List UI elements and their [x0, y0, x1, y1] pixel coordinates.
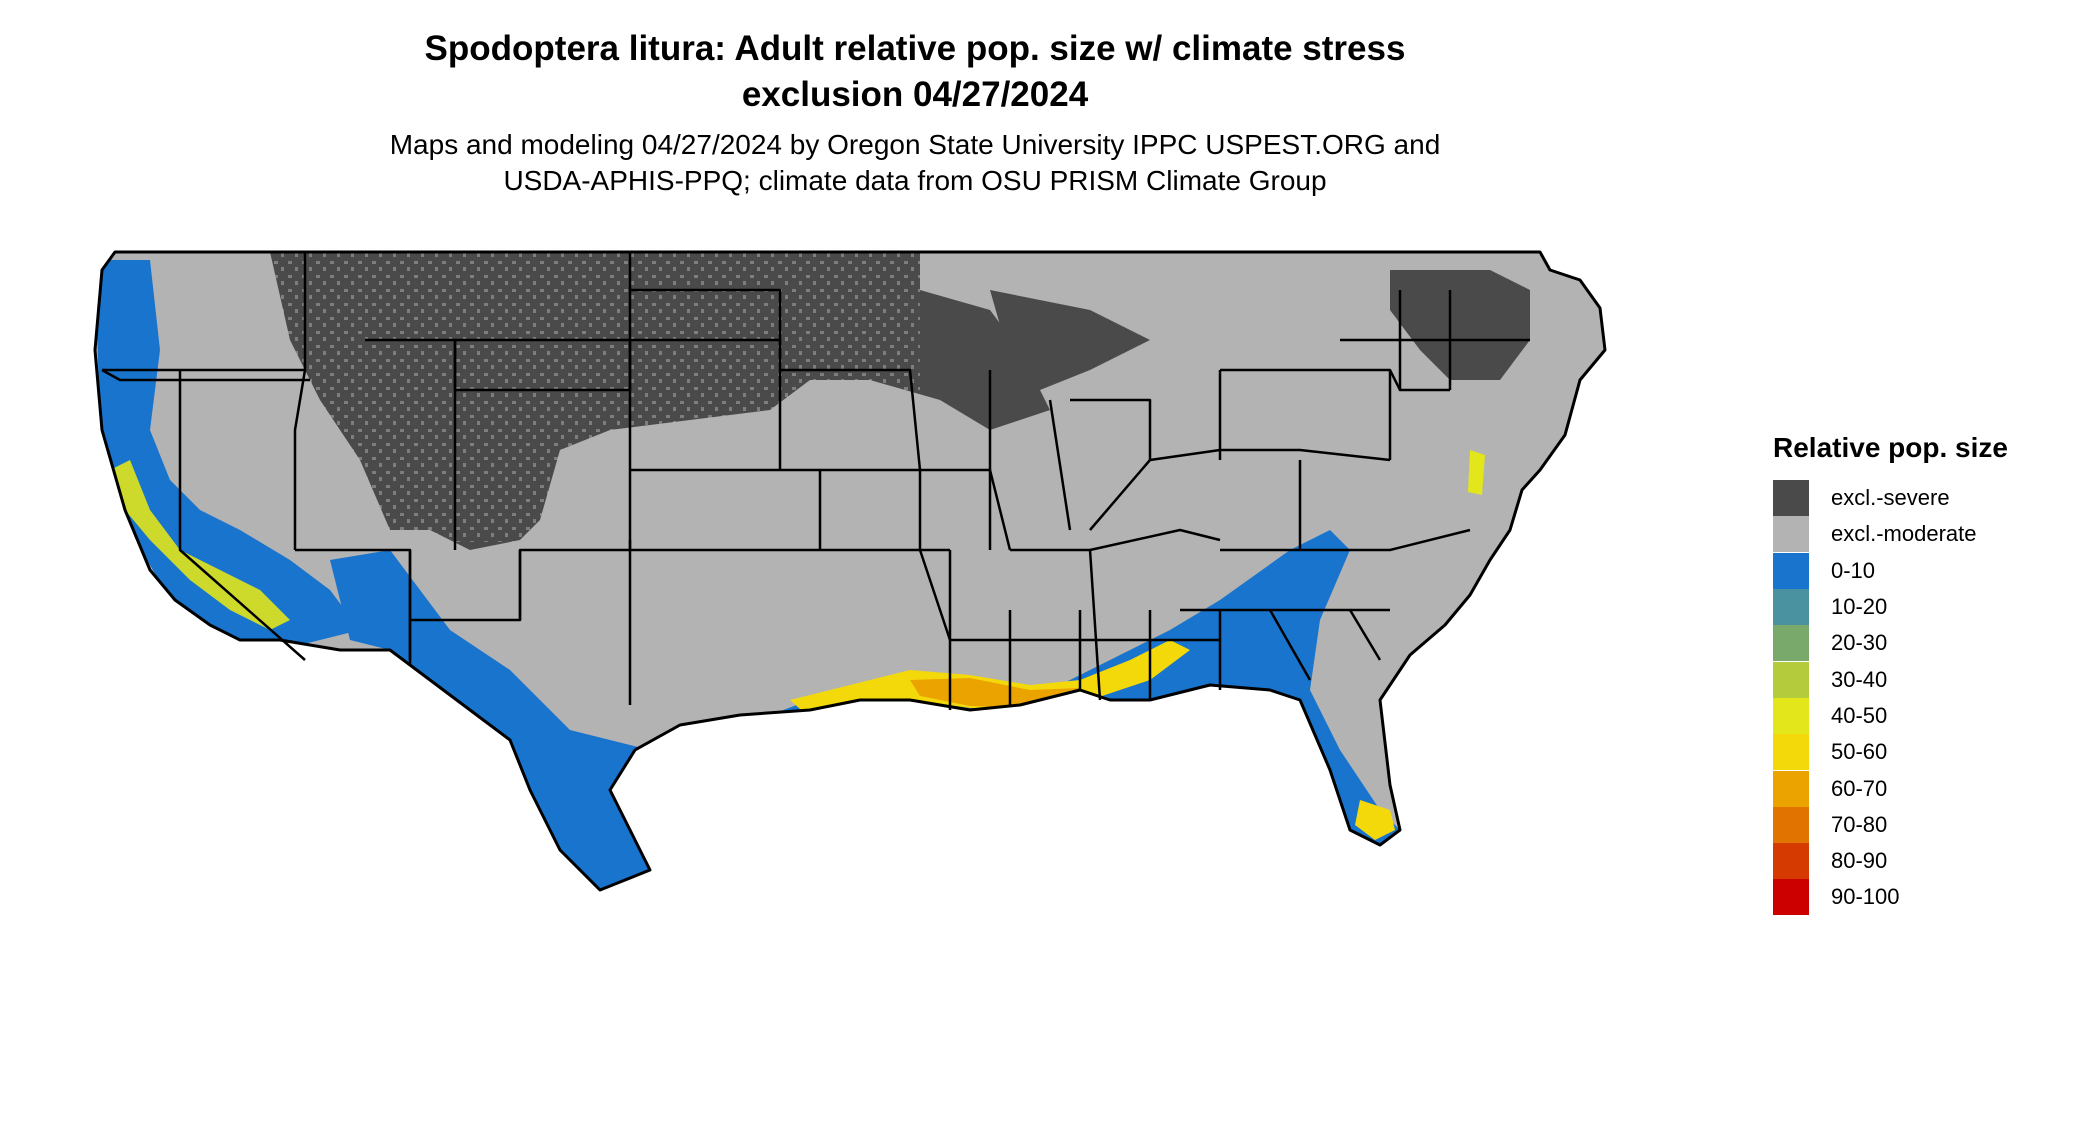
us-map — [90, 230, 1750, 1120]
state-borders — [93, 250, 1607, 892]
legend-label: 40-50 — [1831, 702, 1888, 728]
legend-swatch — [1773, 625, 1809, 662]
legend-label: 0-10 — [1831, 557, 1876, 583]
legend-item: excl.-severe — [1773, 480, 2008, 517]
florida-tip — [1355, 800, 1395, 840]
california-hotspot — [110, 460, 290, 630]
legend-item: 90-100 — [1773, 879, 2008, 916]
legend-item: 10-20 — [1773, 589, 2008, 626]
legend-swatch — [1773, 552, 1809, 589]
legend-swatch — [1773, 734, 1809, 771]
legend-swatch — [1773, 661, 1809, 698]
legend-item: 0-10 — [1773, 552, 2008, 589]
legend-swatch — [1773, 516, 1809, 553]
legend-swatch — [1773, 589, 1809, 626]
legend-item: 30-40 — [1773, 661, 2008, 698]
title-line-2: exclusion 04/27/2024 — [741, 75, 1089, 114]
legend-label: 10-20 — [1831, 594, 1888, 620]
legend: Relative pop. size excl.-severe excl.-mod… — [1773, 432, 2008, 916]
map-title: Spodoptera litura: Adult relative pop. s… — [0, 26, 1830, 118]
legend-label: 20-30 — [1831, 630, 1888, 656]
legend-title: Relative pop. size — [1773, 432, 2008, 463]
legend-label: 70-80 — [1831, 811, 1888, 837]
legend-label: 60-70 — [1831, 775, 1888, 801]
legend-swatch — [1773, 480, 1809, 517]
subtitle-line-2: USDA-APHIS-PPQ; climate data from OSU PR… — [503, 165, 1327, 196]
legend-swatch — [1773, 843, 1809, 880]
legend-item: 40-50 — [1773, 697, 2008, 734]
legend-swatch — [1773, 806, 1809, 843]
legend-item: 50-60 — [1773, 734, 2008, 771]
legend-items: excl.-severe excl.-moderate 0-10 10-20 20-30… — [1773, 480, 2008, 916]
legend-item: 80-90 — [1773, 843, 2008, 880]
legend-item: 70-80 — [1773, 806, 2008, 843]
excl-severe-northeast — [1390, 270, 1530, 380]
gulf-coast-band — [510, 530, 1400, 890]
southwest-band — [330, 550, 590, 790]
legend-label: 90-100 — [1831, 884, 1900, 910]
legend-label: 50-60 — [1831, 739, 1888, 765]
legend-label: 80-90 — [1831, 848, 1888, 874]
excl-severe-great-lakes — [990, 290, 1150, 390]
legend-item: 60-70 — [1773, 770, 2008, 807]
west-coast-band — [95, 260, 360, 650]
subtitle-line-1: Maps and modeling 04/27/2024 by Oregon S… — [389, 129, 1441, 160]
legend-swatch — [1773, 697, 1809, 734]
legend-label: 30-40 — [1831, 666, 1888, 692]
legend-item: excl.-moderate — [1773, 516, 2008, 553]
map-subtitle: Maps and modeling 04/27/2024 by Oregon S… — [0, 127, 1830, 199]
legend-label: excl.-severe — [1831, 485, 1950, 511]
title-line-1: Spodoptera litura: Adult relative pop. s… — [424, 29, 1406, 68]
legend-item: 20-30 — [1773, 625, 2008, 662]
legend-label: excl.-moderate — [1831, 521, 1977, 547]
legend-swatch — [1773, 879, 1809, 916]
chesapeake-hotspot — [1468, 450, 1485, 495]
legend-swatch — [1773, 770, 1809, 807]
